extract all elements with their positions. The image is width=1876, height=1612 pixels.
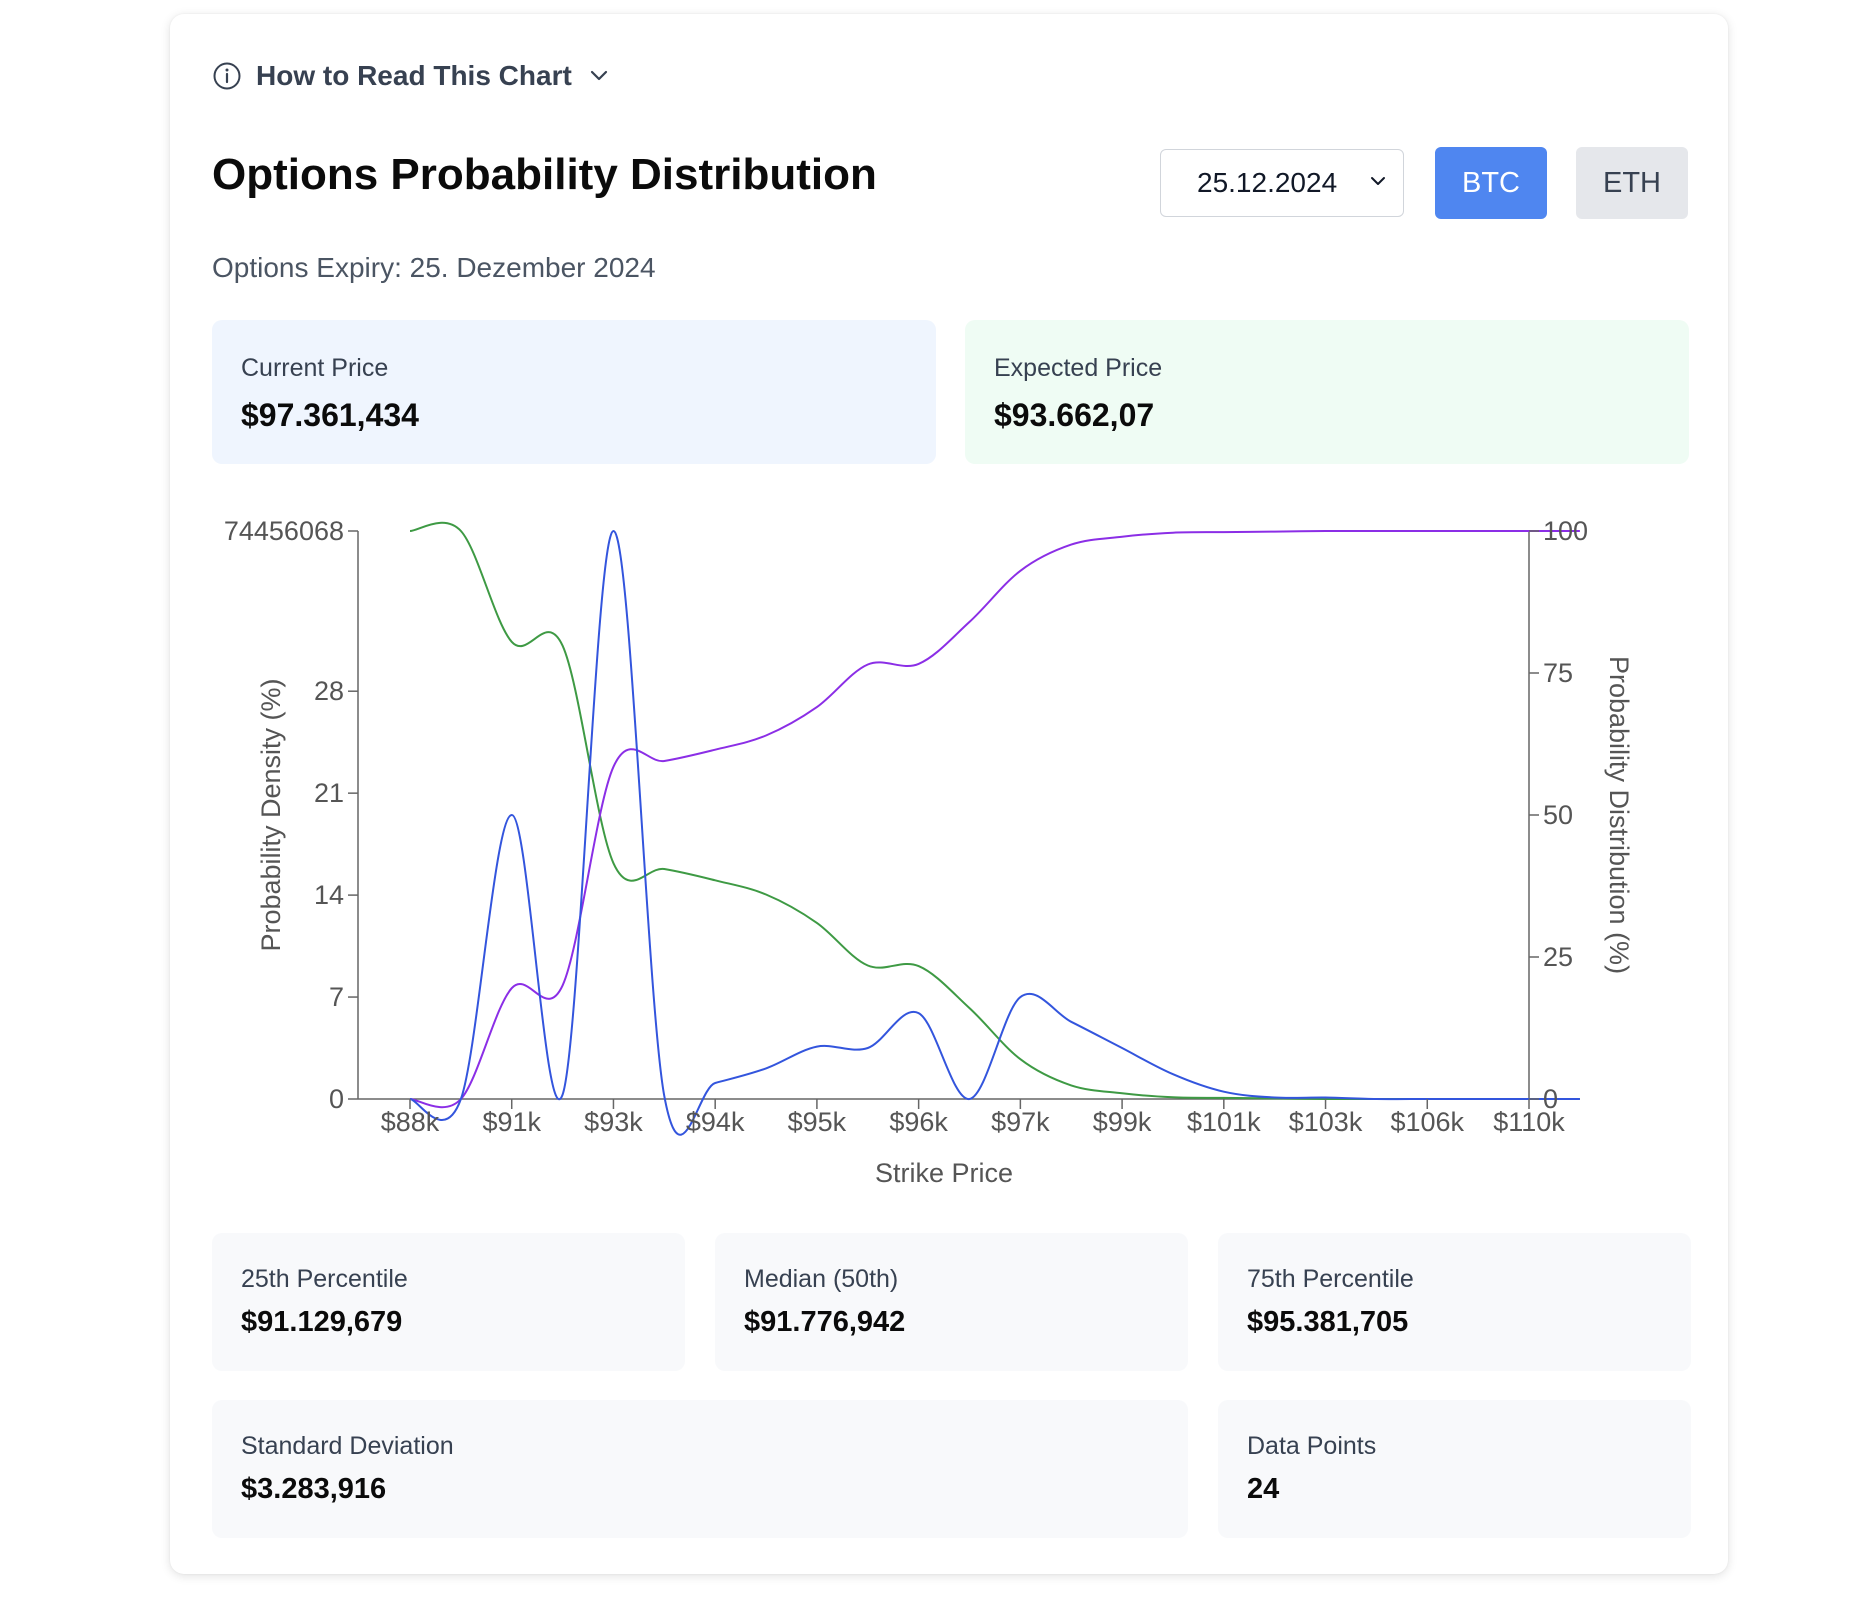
- x-tick-label: $106k: [1390, 1107, 1464, 1137]
- stat-value: 24: [1247, 1473, 1280, 1505]
- how-to-read-toggle[interactable]: How to Read This Chart: [212, 60, 612, 92]
- x-tick-label: $110k: [1493, 1107, 1565, 1137]
- y-left-tick-label: 14: [314, 880, 344, 910]
- expected-price-value: $93.662,07: [994, 397, 1155, 433]
- x-tick-label: $101k: [1187, 1107, 1261, 1137]
- y-right-tick-label: 25: [1543, 942, 1573, 972]
- page-title: Options Probability Distribution: [212, 150, 877, 199]
- expected-price-label: Expected Price: [994, 354, 1163, 382]
- x-tick-label: $94k: [686, 1107, 745, 1137]
- expiry-date-select[interactable]: 25.12.2024: [1160, 149, 1404, 217]
- series-line-density: [409, 529, 1580, 1136]
- stat-label: Standard Deviation: [241, 1432, 454, 1460]
- probability-chart: 0 7 14 21 28 74456068 0 25 50 75 100 $88k $91k $93k $9…: [224, 516, 1634, 1188]
- x-tick-label: $97k: [991, 1107, 1050, 1137]
- x-tick-label: $96k: [889, 1107, 948, 1137]
- y-right-tick-label: 0: [1543, 1084, 1558, 1114]
- x-tick-label: $95k: [788, 1107, 847, 1137]
- stat-value: $95.381,705: [1247, 1306, 1409, 1338]
- stat-card-p75: 75th Percentile $95.381,705: [1218, 1233, 1691, 1371]
- chevron-down-icon: [586, 63, 612, 89]
- current-price-value: $97.361,434: [241, 397, 419, 433]
- x-tick-label: $88k: [381, 1107, 440, 1137]
- stat-card-median: Median (50th) $91.776,942: [715, 1233, 1188, 1371]
- x-tick-label: $99k: [1093, 1107, 1152, 1137]
- stat-label: Data Points: [1247, 1432, 1377, 1460]
- stat-value: $91.776,942: [744, 1306, 906, 1338]
- stat-card-data-points: Data Points 24: [1218, 1400, 1691, 1538]
- stat-label: 25th Percentile: [241, 1265, 408, 1293]
- series-line-cumulative: [409, 529, 1580, 1109]
- asset-eth-button[interactable]: ETH: [1576, 147, 1688, 219]
- stat-label: 75th Percentile: [1247, 1265, 1414, 1293]
- expected-price-card: Expected Price $93.662,07: [965, 320, 1689, 464]
- x-axis-label: Strike Price: [875, 1158, 1013, 1188]
- options-expiry-text: Options Expiry: 25. Dezember 2024: [212, 252, 656, 283]
- info-icon: [212, 61, 242, 91]
- stat-card-p25: 25th Percentile $91.129,679: [212, 1233, 685, 1371]
- y-axis-left-label: Probability Density (%): [256, 678, 286, 951]
- y-left-tick-label: 74456068: [224, 516, 344, 546]
- asset-btc-button[interactable]: BTC: [1435, 147, 1547, 219]
- y-right-tick-label: 100: [1543, 516, 1588, 546]
- y-left-tick-label: 7: [329, 982, 344, 1012]
- series-line-survival: [409, 521, 1580, 1101]
- x-tick-label: $91k: [482, 1107, 541, 1137]
- how-to-read-label: How to Read This Chart: [256, 60, 572, 91]
- x-tick-label: $103k: [1289, 1107, 1363, 1137]
- stat-card-stddev: Standard Deviation $3.283,916: [212, 1400, 1188, 1538]
- x-tick-label: $93k: [584, 1107, 643, 1137]
- current-price-label: Current Price: [241, 354, 389, 382]
- y-axis-right-label: Probability Distribution (%): [1604, 656, 1634, 974]
- expiry-date-value: 25.12.2024: [1197, 167, 1338, 198]
- y-right-tick-label: 50: [1543, 800, 1573, 830]
- stat-value: $91.129,679: [241, 1306, 403, 1338]
- y-left-tick-label: 0: [329, 1084, 344, 1114]
- stat-value: $3.283,916: [241, 1473, 387, 1505]
- chevron-down-icon: [1367, 167, 1389, 199]
- y-left-tick-label: 21: [314, 778, 344, 808]
- current-price-card: Current Price $97.361,434: [212, 320, 936, 464]
- y-left-tick-label: 28: [314, 676, 344, 706]
- stat-label: Median (50th): [744, 1265, 899, 1293]
- y-right-tick-label: 75: [1543, 658, 1573, 688]
